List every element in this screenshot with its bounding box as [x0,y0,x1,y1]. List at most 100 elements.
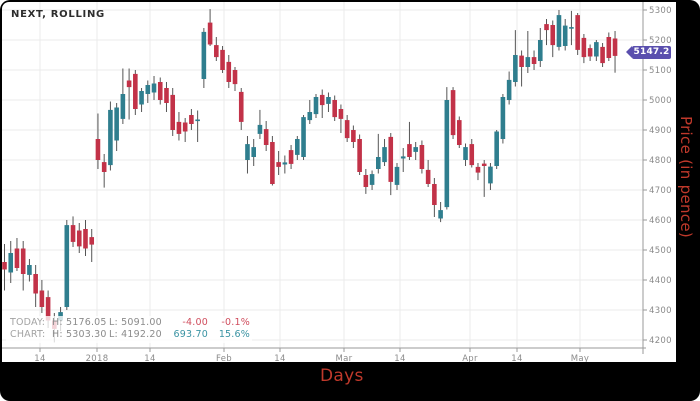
candle-down [226,61,232,82]
candle-down [70,225,76,242]
candle-down [550,25,556,46]
candle-down [20,248,26,274]
candle-up [326,97,331,104]
candle-up [301,117,306,157]
y-tick-label: 5000 [649,96,672,106]
candle-down [587,48,593,57]
candle-up [251,147,256,157]
candle-down [2,262,7,270]
candle-down [33,274,38,294]
candle-down [270,142,275,184]
candle-up [245,144,250,160]
candle-down [351,130,356,142]
candle-down [419,145,425,169]
y-tick-label: 4900 [649,126,672,136]
candle-down [95,139,101,160]
candle-down [126,80,132,88]
candle-up [114,107,119,141]
candle-down [319,94,325,106]
candle-down [83,229,88,249]
candle-down [176,121,182,134]
candle-down [357,139,362,172]
candle-down [14,248,20,268]
x-tick-label: Apr [462,354,478,362]
y-tick-label: 5100 [649,66,672,76]
candle-up [500,97,506,139]
candle-up [282,162,288,165]
legend-chart-percent: 15.6% [218,329,250,340]
candle-down [575,15,580,50]
y-tick-label: 5200 [649,36,672,46]
last-price-badge: 5147.2 [626,45,671,59]
candle-down [612,38,618,56]
y-tick-label: 4800 [649,156,672,166]
candle-down [531,57,537,64]
candle-down [207,22,213,45]
candle-down [182,122,188,132]
candle-down [363,175,369,187]
candle-up [413,147,418,152]
candle-up [494,131,499,166]
candle-down [133,73,138,109]
candle-down [164,88,169,103]
candle-down [388,136,394,182]
x-tick-label: 14 [511,354,522,362]
candle-up [488,166,493,184]
candle-down [89,237,95,245]
candle-down [456,120,462,145]
x-axis-title: Days [320,366,364,386]
x-tick-label: Feb [216,354,232,362]
candle-down [189,115,194,124]
candle-down [519,55,524,67]
candlestick-svg: 4200 4300 4400 4500 4600 4700 4800 4900 5000 5100… [2,2,672,362]
candle-down [425,169,431,184]
candle-up [376,157,381,169]
candle-down [600,46,605,64]
legend-chart-low: L: 4192.20 [109,329,162,340]
candle-down [170,94,176,130]
x-tick-label: 14 [144,354,155,362]
candle-up [556,15,562,47]
legend-today-high: H: 5176.05 [52,317,107,328]
candle-up [569,27,574,29]
candle-up [444,100,450,208]
candle-up [195,119,200,122]
candle-up [145,85,151,94]
candle-up [438,210,443,219]
legend-today-change: -4.00 [182,317,208,328]
candle-up [369,174,375,185]
y-tick-label: 4200 [649,336,672,346]
candle-up [27,265,32,275]
y-tick-label: 4600 [649,216,672,226]
candle-down [432,184,437,205]
candle-down [469,144,475,166]
x-tick-label: 2018 [86,354,109,362]
candle-up [562,25,568,46]
candle-down [581,37,587,58]
legend-chart-high: H: 5303.30 [52,329,107,340]
candle-up [394,166,400,185]
x-tick-label: Mar [336,354,353,362]
candle-down [475,166,481,173]
legend: TODAY: H: 5176.05 L: 5091.00 -4.00 -0.1%… [6,316,252,343]
chart-panel: 4200 4300 4400 4500 4600 4700 4800 4900 5000 5100… [2,2,676,362]
candle-down [45,297,51,321]
candle-up [64,225,70,307]
candle-down [276,162,281,167]
candle-down [39,290,45,307]
chart-title: NEXT, ROLLING [11,9,105,20]
candle-down [344,120,350,139]
y-tick-label: 4700 [649,186,672,196]
candle-up [257,124,263,134]
candle-down [606,37,612,58]
candle-down [481,163,487,166]
candle-up [537,40,543,61]
legend-row-today: TODAY: H: 5176.05 L: 5091.00 -4.00 -0.1% [10,317,252,329]
candle-up [382,147,387,163]
y-axis-title: Price (in pence) [677,116,695,239]
candle-up [108,109,113,166]
candle-up [120,94,126,119]
candle-up [139,91,144,105]
x-tick-label: 14 [394,354,405,362]
